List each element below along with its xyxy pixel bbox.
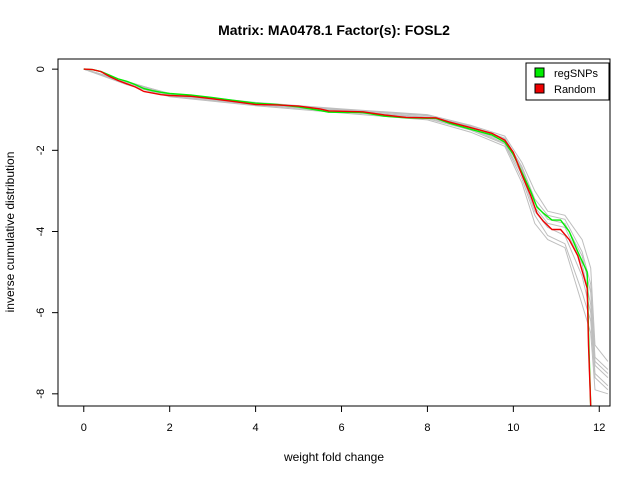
y-axis-title: inverse cumulative distribution [3, 152, 17, 313]
background-run-line-3 [83, 68, 609, 395]
plot-area [57, 58, 611, 407]
x-tick-label: 6 [338, 422, 344, 434]
legend-swatch-regsnps [534, 67, 545, 78]
x-tick-label: 12 [593, 422, 605, 434]
x-tick-label: 0 [81, 422, 87, 434]
x-axis: 0 2 4 6 8 10 12 [81, 405, 605, 434]
background-run-line-1 [83, 68, 609, 391]
background-run-line-0 [83, 68, 609, 370]
x-tick-label: 10 [507, 422, 519, 434]
legend-label-regsnps: regSNPs [554, 68, 599, 80]
y-axis: 0 -2 -4 -6 -8 [35, 66, 59, 399]
y-tick-label: -2 [35, 145, 47, 155]
y-tick-label: -4 [35, 227, 47, 237]
legend: regSNPs Random [525, 62, 610, 101]
background-run-line-6 [83, 68, 609, 374]
legend-label-random: Random [554, 84, 596, 96]
background-runs [83, 68, 609, 395]
legend-swatch-random [534, 83, 545, 94]
series-line-regsnps [83, 68, 592, 406]
x-tick-label: 2 [167, 422, 173, 434]
series-line-random [83, 68, 592, 406]
x-axis-title: weight fold change [283, 450, 384, 464]
y-tick-label: 0 [35, 66, 47, 72]
chart-title: Matrix: MA0478.1 Factor(s): FOSL2 [218, 22, 450, 38]
series-lines [83, 68, 592, 406]
y-tick-label: -8 [35, 389, 47, 399]
background-run-line-4 [83, 68, 609, 378]
x-tick-label: 8 [424, 422, 430, 434]
x-tick-label: 4 [253, 422, 259, 434]
y-tick-label: -6 [35, 308, 47, 318]
background-run-line-5 [83, 68, 609, 387]
